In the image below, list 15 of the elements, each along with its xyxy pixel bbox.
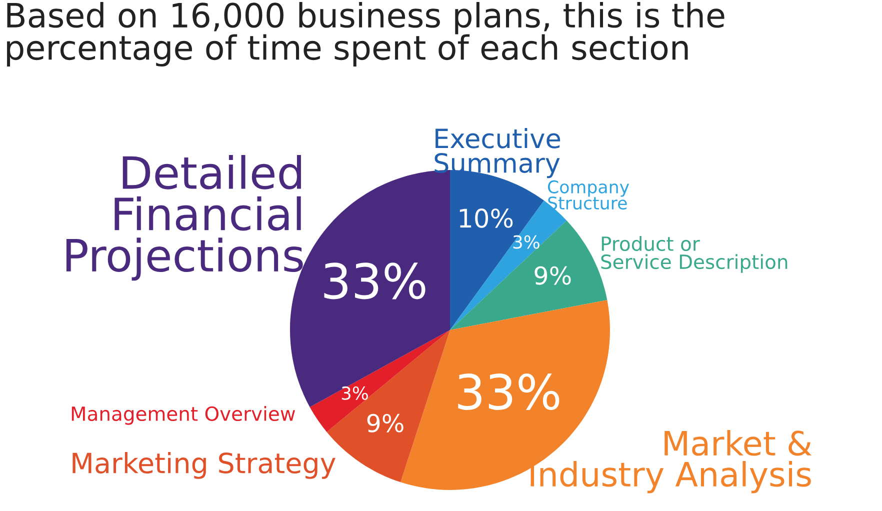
data-label: 3% xyxy=(342,386,368,400)
slice-label: Market & Industry Analysis xyxy=(530,430,812,494)
data-label: 3% xyxy=(513,235,540,249)
slice-label: Detailed Financial Projections xyxy=(66,155,303,281)
slice-label: Product or Service Description xyxy=(601,236,788,273)
slice-label: Company Structure xyxy=(548,180,630,210)
data-label: 9% xyxy=(367,414,404,432)
data-label: 33% xyxy=(324,262,426,300)
data-label: 33% xyxy=(458,373,560,410)
slice-label: Marketing Strategy xyxy=(72,452,336,479)
data-label: 10% xyxy=(460,208,513,228)
slice-label: Management Overview xyxy=(72,406,295,425)
data-label: 9% xyxy=(534,266,571,285)
chart-title: Based on 16,000 business plans, this is the percentage of time spent of each section xyxy=(7,2,724,67)
pie-slice xyxy=(310,330,450,432)
